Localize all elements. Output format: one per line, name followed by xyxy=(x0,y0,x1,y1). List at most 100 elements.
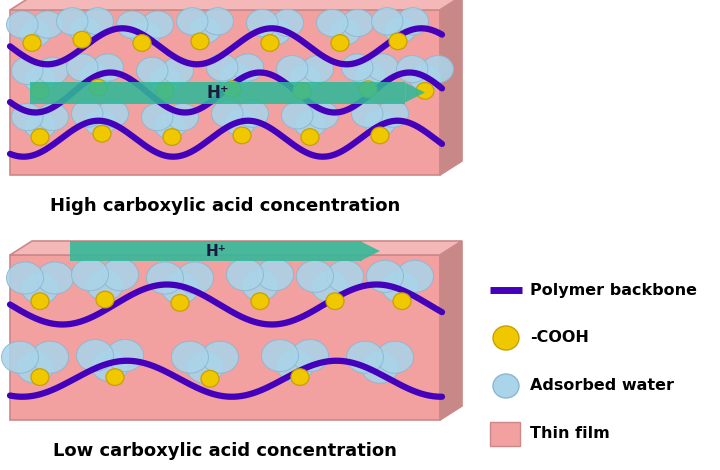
Ellipse shape xyxy=(202,341,238,373)
Ellipse shape xyxy=(191,33,209,50)
Ellipse shape xyxy=(366,260,403,292)
Ellipse shape xyxy=(130,19,161,47)
Polygon shape xyxy=(440,0,462,175)
Ellipse shape xyxy=(384,16,415,43)
Ellipse shape xyxy=(246,9,278,37)
Polygon shape xyxy=(405,83,425,102)
Ellipse shape xyxy=(6,262,43,294)
Ellipse shape xyxy=(292,339,328,372)
Ellipse shape xyxy=(261,339,299,372)
Ellipse shape xyxy=(307,102,338,129)
Ellipse shape xyxy=(422,55,454,83)
Ellipse shape xyxy=(82,8,114,35)
Ellipse shape xyxy=(294,110,325,137)
Ellipse shape xyxy=(57,8,88,35)
Ellipse shape xyxy=(32,341,68,373)
Polygon shape xyxy=(490,422,520,446)
Ellipse shape xyxy=(12,103,43,131)
Ellipse shape xyxy=(220,63,251,90)
Text: High carboxylic acid concentration: High carboxylic acid concentration xyxy=(50,197,400,215)
Polygon shape xyxy=(10,241,462,255)
Ellipse shape xyxy=(397,260,433,292)
Text: H⁺: H⁺ xyxy=(206,243,226,258)
Ellipse shape xyxy=(156,83,174,99)
Ellipse shape xyxy=(207,54,238,81)
Ellipse shape xyxy=(31,129,49,145)
Ellipse shape xyxy=(331,35,349,51)
Ellipse shape xyxy=(97,100,128,127)
Polygon shape xyxy=(440,241,462,420)
Ellipse shape xyxy=(1,341,38,373)
Ellipse shape xyxy=(142,11,174,38)
Ellipse shape xyxy=(393,293,411,310)
Ellipse shape xyxy=(297,260,333,292)
Ellipse shape xyxy=(149,66,181,93)
Ellipse shape xyxy=(377,100,408,127)
Ellipse shape xyxy=(107,339,143,372)
Ellipse shape xyxy=(364,109,396,136)
Ellipse shape xyxy=(37,262,73,294)
Ellipse shape xyxy=(212,100,243,127)
Ellipse shape xyxy=(176,8,208,35)
Ellipse shape xyxy=(397,55,428,83)
Ellipse shape xyxy=(227,258,264,291)
Ellipse shape xyxy=(282,102,313,129)
Ellipse shape xyxy=(351,100,383,127)
Ellipse shape xyxy=(84,109,116,136)
Ellipse shape xyxy=(341,54,373,81)
Ellipse shape xyxy=(367,54,398,81)
Ellipse shape xyxy=(289,64,320,91)
Ellipse shape xyxy=(32,11,63,38)
Ellipse shape xyxy=(329,18,361,45)
Ellipse shape xyxy=(31,83,49,99)
Ellipse shape xyxy=(301,129,319,145)
Ellipse shape xyxy=(389,33,407,50)
Ellipse shape xyxy=(224,109,256,136)
Text: Low carboxylic acid concentration: Low carboxylic acid concentration xyxy=(53,442,397,460)
Ellipse shape xyxy=(382,270,418,302)
Ellipse shape xyxy=(96,291,114,308)
Ellipse shape xyxy=(256,258,294,291)
Ellipse shape xyxy=(17,351,53,383)
Ellipse shape xyxy=(162,57,194,85)
Ellipse shape xyxy=(223,81,241,98)
Ellipse shape xyxy=(167,103,199,131)
Ellipse shape xyxy=(291,369,309,385)
Ellipse shape xyxy=(71,100,103,127)
Ellipse shape xyxy=(31,369,49,385)
Ellipse shape xyxy=(237,100,269,127)
Polygon shape xyxy=(70,241,362,261)
Text: Polymer backbone: Polymer backbone xyxy=(530,282,697,298)
Ellipse shape xyxy=(276,55,308,83)
Ellipse shape xyxy=(397,8,428,35)
Ellipse shape xyxy=(251,293,269,310)
Ellipse shape xyxy=(161,272,199,304)
Ellipse shape xyxy=(371,127,389,144)
Polygon shape xyxy=(362,242,380,260)
Ellipse shape xyxy=(377,341,413,373)
Ellipse shape xyxy=(146,262,184,294)
Ellipse shape xyxy=(37,103,68,131)
Ellipse shape xyxy=(37,57,68,85)
Polygon shape xyxy=(10,10,440,175)
Polygon shape xyxy=(30,81,405,103)
Ellipse shape xyxy=(23,35,41,51)
Ellipse shape xyxy=(142,103,173,131)
Polygon shape xyxy=(10,255,440,420)
Ellipse shape xyxy=(24,112,55,139)
Ellipse shape xyxy=(117,11,148,38)
Ellipse shape xyxy=(71,258,109,291)
Ellipse shape xyxy=(276,350,313,382)
Text: Adsorbed water: Adsorbed water xyxy=(530,378,674,393)
Ellipse shape xyxy=(354,63,386,90)
Ellipse shape xyxy=(102,258,138,291)
Ellipse shape xyxy=(201,370,219,387)
Ellipse shape xyxy=(91,350,128,382)
Ellipse shape xyxy=(233,127,251,144)
Ellipse shape xyxy=(76,339,114,372)
Ellipse shape xyxy=(19,19,50,47)
Ellipse shape xyxy=(6,11,38,38)
Ellipse shape xyxy=(326,293,344,310)
Ellipse shape xyxy=(154,112,186,139)
Ellipse shape xyxy=(163,129,181,145)
